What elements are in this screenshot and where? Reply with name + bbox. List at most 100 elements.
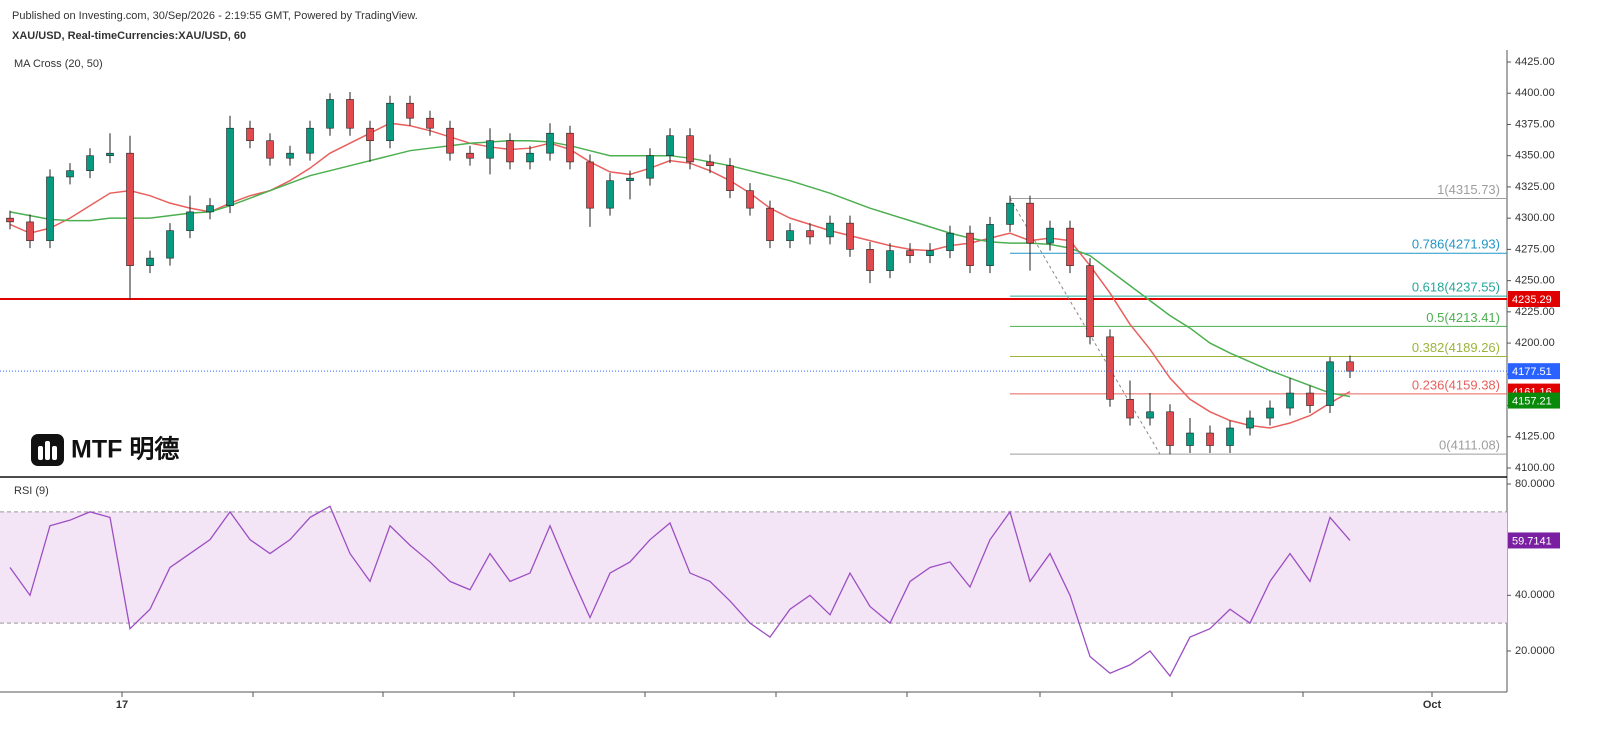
candle-body: [1246, 417, 1254, 429]
candle-body: [366, 127, 374, 141]
y-tick-label: 4400.00: [1515, 87, 1555, 99]
price-tag: [1508, 532, 1560, 549]
candle-body: [926, 250, 934, 256]
candle-body: [686, 135, 694, 163]
candle-body: [1066, 227, 1074, 266]
candle-body: [446, 127, 454, 154]
candle-body: [646, 155, 654, 179]
candle-body: [46, 176, 54, 241]
y-tick-label: 4425.00: [1515, 56, 1555, 68]
fib-label: 0(4111.08): [1439, 438, 1500, 453]
rsi-band: [0, 511, 1507, 624]
y-tick-label: 4250.00: [1515, 275, 1555, 287]
logo-icon-bar: [38, 446, 43, 460]
candle-body: [206, 205, 214, 213]
candle-body: [606, 180, 614, 209]
candle-body: [766, 207, 774, 241]
candle-body: [1166, 411, 1174, 446]
candle-body: [146, 257, 154, 266]
candle-body: [246, 127, 254, 141]
rsi-pane-title: RSI (9): [14, 485, 49, 497]
candle-body: [1046, 227, 1054, 244]
candle-body: [1306, 392, 1314, 406]
rsi-line: [9, 505, 1351, 678]
published-line: Published on Investing.com, 30/Sep/2026 …: [12, 10, 418, 22]
candle-body: [1086, 265, 1094, 338]
candle-body: [26, 221, 34, 241]
y-tick-label: 4325.00: [1515, 181, 1555, 193]
y-tick-label: 4375.00: [1515, 118, 1555, 130]
plot-layer: 4100.004125.004150.004175.004200.004225.…: [0, 56, 1560, 711]
candle-body: [1026, 202, 1034, 244]
candle-body: [186, 211, 194, 231]
candle-body: [6, 217, 14, 223]
candle-body: [426, 117, 434, 129]
candle-body: [666, 135, 674, 156]
candle-body: [486, 140, 494, 159]
price-tag-label: 59.7141: [1512, 535, 1552, 547]
candle-body: [1346, 361, 1354, 372]
candle-body: [846, 222, 854, 250]
candle-body: [466, 152, 474, 159]
y-tick-label: 4100.00: [1515, 462, 1555, 474]
x-tick-label: Oct: [1423, 699, 1442, 711]
price-tag-label: 4177.51: [1512, 366, 1552, 378]
fib-label: 0.618(4237.55): [1412, 280, 1500, 295]
y-tick-label: 4200.00: [1515, 337, 1555, 349]
candle-body: [1186, 432, 1194, 446]
y-tick-label: 4125.00: [1515, 431, 1555, 443]
fib-label: 0.5(4213.41): [1426, 310, 1500, 325]
candle-body: [546, 132, 554, 154]
candle-body: [326, 99, 334, 129]
candle-body: [1226, 427, 1234, 446]
candle-body: [966, 232, 974, 266]
candle-body: [306, 127, 314, 154]
price-tag-label: 4157.21: [1512, 395, 1552, 407]
candle-body: [66, 170, 74, 178]
y-tick-label: 4225.00: [1515, 306, 1555, 318]
fib-label: 0.382(4189.26): [1412, 340, 1500, 355]
candle-body: [506, 140, 514, 163]
y-tick-label: 4350.00: [1515, 150, 1555, 162]
candle-body: [1326, 361, 1334, 406]
candle-body: [906, 250, 914, 256]
candle-body: [946, 232, 954, 251]
candle-body: [726, 165, 734, 191]
candle-body: [826, 222, 834, 238]
price-tag: [1508, 290, 1560, 307]
x-tick-label: 17: [116, 699, 128, 711]
fib-label: 0.786(4271.93): [1412, 237, 1500, 252]
candle-body: [786, 230, 794, 241]
price-tag: [1508, 392, 1560, 409]
candle-body: [226, 127, 234, 206]
candle-body: [346, 99, 354, 129]
candle-body: [86, 155, 94, 171]
candle-body: [526, 152, 534, 163]
candle-body: [886, 250, 894, 271]
candle-body: [1286, 392, 1294, 409]
candle-body: [1146, 411, 1154, 419]
logo-icon-bar: [45, 441, 50, 460]
candle-body: [1006, 202, 1014, 225]
y-tick-label: 20.0000: [1515, 645, 1555, 657]
candle-body: [386, 102, 394, 141]
candle-body: [626, 177, 634, 181]
logo-text: MTF 明德: [71, 435, 179, 464]
candle-body: [106, 152, 114, 156]
y-tick-label: 40.0000: [1515, 589, 1555, 601]
candle-body: [986, 224, 994, 266]
candle-body: [866, 249, 874, 271]
candle-body: [586, 161, 594, 209]
y-tick-label: 4300.00: [1515, 212, 1555, 224]
symbol-line: XAU/USD, Real-timeCurrencies:XAU/USD, 60: [12, 30, 246, 42]
candle-body: [1266, 407, 1274, 419]
logo-icon-bar: [52, 446, 57, 460]
price-tag-label: 4235.29: [1512, 294, 1552, 306]
candle-body: [286, 152, 294, 159]
logo: MTF 明德: [31, 434, 179, 466]
fib-label: 0.236(4159.38): [1412, 377, 1500, 392]
candle-body: [266, 140, 274, 159]
candle-body: [706, 161, 714, 166]
candle-body: [1126, 398, 1134, 419]
